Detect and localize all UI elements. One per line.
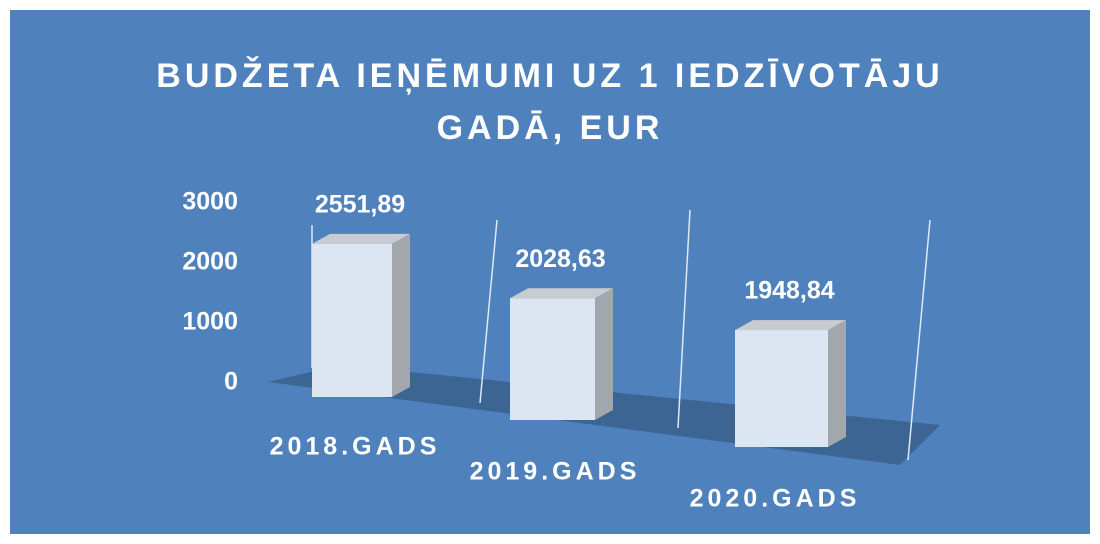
wall-line — [907, 219, 931, 461]
x-tick-label: 2020.GADS — [690, 485, 861, 513]
y-tick-label: 2000 — [182, 248, 238, 276]
data-label: 2028,63 — [515, 245, 605, 273]
bar-top — [312, 233, 410, 244]
chart: 0 1000 2000 3000 2551,89 2018.GADS 2028,63 2019… — [182, 188, 940, 513]
bar-side — [595, 288, 613, 420]
bar — [510, 298, 595, 420]
bar-top — [735, 320, 846, 331]
bar — [312, 243, 392, 397]
y-tick-label: 0 — [224, 368, 238, 396]
wall-line — [677, 209, 691, 429]
y-tick-label: 3000 — [182, 188, 238, 216]
chart-area: 0 1000 2000 3000 2551,89 2018.GADS 2028,63 2019… — [10, 10, 1090, 534]
wall-line — [479, 219, 498, 404]
x-tick-label: 2019.GADS — [470, 458, 641, 486]
bar-side — [392, 233, 410, 397]
y-tick-label: 1000 — [182, 308, 238, 336]
chart-title: BUDŽETA IEŅĒMUMI UZ 1 IEDZĪVOTĀJU GADĀ, … — [156, 57, 944, 147]
data-label: 1948,84 — [744, 277, 834, 305]
data-label: 2551,89 — [315, 190, 405, 218]
bar-side — [828, 320, 846, 447]
x-tick-label: 2018.GADS — [270, 433, 441, 461]
bar — [735, 330, 828, 447]
bar-top — [510, 288, 613, 299]
